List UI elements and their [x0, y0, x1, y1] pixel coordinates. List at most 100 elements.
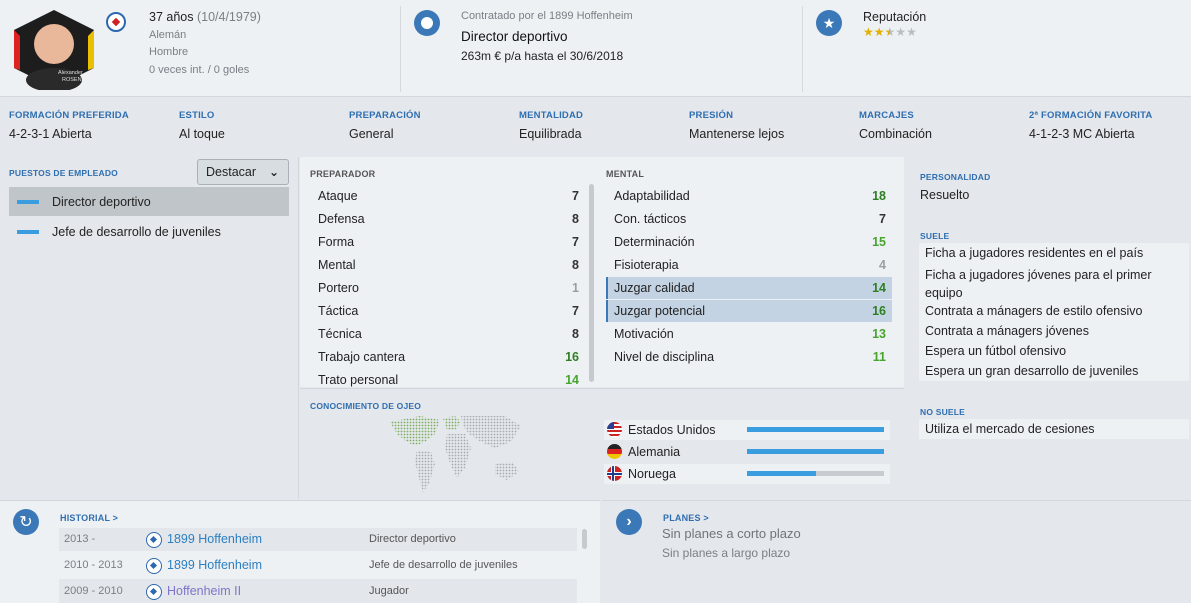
jobs-label: PUESTOS DE EMPLEADO	[9, 168, 118, 178]
attr-row: Táctica 7	[318, 303, 579, 318]
knowledge-bar-track	[747, 471, 884, 476]
country-name: Alemania	[628, 445, 681, 459]
attributes-panel	[300, 157, 904, 387]
attr-row: Ataque 7	[318, 188, 579, 203]
knowledge-bar-track	[747, 427, 884, 432]
hired-by[interactable]: Contratado por el 1899 Hoffenheim	[461, 10, 633, 22]
attr-row: Trabajo cantera 16	[318, 349, 579, 364]
pref-pressing: PRESIÓN Mantenerse lejos	[689, 110, 785, 141]
history-icon[interactable]: ↻	[13, 509, 39, 535]
job-item[interactable]: Director deportivo	[9, 187, 289, 216]
history-scrollbar[interactable]	[582, 529, 587, 549]
personality-value: Resuelto	[920, 188, 970, 202]
de-flag-icon	[607, 444, 622, 459]
tend-item: Ficha a jugadores jóvenes para el primer…	[919, 263, 1189, 301]
club-badge-icon[interactable]	[106, 12, 126, 32]
tend-item: Ficha a jugadores residentes en el país	[919, 243, 1189, 263]
reputation: Reputación ★★★★★	[863, 10, 926, 39]
history-years: 2013 -	[64, 533, 96, 545]
attr-row: Determinación 15	[614, 234, 886, 249]
star-full-icon: ★	[873, 25, 885, 39]
attr-row: Portero 1	[318, 280, 579, 295]
tends-label: SUELE	[920, 231, 950, 241]
history-club-link[interactable]: Hoffenheim II	[167, 584, 242, 598]
history-row[interactable]	[59, 579, 577, 603]
header-panel	[0, 0, 1191, 96]
knowledge-bar-fill	[747, 449, 884, 454]
personality-label: PERSONALIDAD	[920, 172, 991, 182]
attr-row-highlighted: Juzgar calidad 14	[606, 277, 892, 299]
country-name: Noruega	[628, 467, 676, 481]
avatar[interactable]: Alexander ROSEN	[10, 8, 98, 92]
history-row[interactable]	[59, 528, 577, 551]
history-club-link[interactable]: 1899 Hoffenheim	[167, 532, 262, 546]
attr-row-highlighted: Juzgar potencial 16	[606, 300, 892, 322]
not-tends-label: NO SUELE	[920, 407, 966, 417]
job-color-icon	[17, 230, 39, 234]
dropdown-label: Destacar	[206, 165, 257, 179]
club-badge-icon	[146, 558, 162, 574]
avatar-caption-first: Alexander	[58, 70, 83, 76]
pref-style: ESTILO Al toque	[179, 110, 225, 141]
attr-row: Trato personal 14	[318, 372, 579, 387]
tend-item: Contrata a mánagers de estilo ofensivo	[919, 301, 1189, 321]
nationality: Alemán	[149, 29, 187, 41]
tend-item: Espera un fútbol ofensivo	[919, 341, 1189, 361]
star-icon: ★	[816, 10, 842, 36]
plans-short: Sin planes a corto plazo	[662, 526, 801, 541]
star-empty-icon: ★	[895, 25, 907, 39]
birth-date: (10/4/1979)	[196, 10, 261, 24]
club-badge-icon	[146, 584, 162, 600]
knowledge-bar-track	[747, 449, 884, 454]
prefs-row	[0, 96, 1191, 156]
world-map-icon	[390, 416, 521, 492]
chevron-right-icon[interactable]: ›	[616, 509, 642, 535]
pref-training: PREPARACIÓN General	[349, 110, 421, 141]
history-years: 2009 - 2010	[64, 585, 123, 597]
coach-label: PREPARADOR	[310, 169, 376, 179]
divider	[802, 6, 803, 92]
attr-row: Nivel de disciplina 11	[614, 349, 886, 364]
mental-label: MENTAL	[606, 169, 645, 179]
coach-scrollbar[interactable]	[589, 184, 594, 382]
plans-link[interactable]: PLANES >	[663, 513, 709, 523]
knowledge-bar-fill	[747, 427, 884, 432]
star-half-icon: ★	[884, 25, 896, 39]
tend-item: Contrata a mánagers jóvenes	[919, 321, 1189, 341]
contract-salary: 263m € p/a hasta el 30/6/2018	[461, 49, 624, 63]
history-role: Jefe de desarrollo de juveniles	[369, 559, 518, 571]
profile-info: 37 años (10/4/1979) Alemán Hombre 0 vece…	[149, 10, 261, 76]
scouting-label: CONOCIMIENTO DE OJEO	[310, 401, 422, 411]
attr-row: Forma 7	[318, 234, 579, 249]
attr-row: Motivación 13	[614, 326, 886, 341]
tend-item: Espera un gran desarrollo de juveniles	[919, 361, 1189, 381]
divider	[400, 6, 401, 92]
job-color-icon	[17, 199, 39, 204]
no-flag-icon	[607, 466, 622, 481]
knowledge-bar-fill	[747, 471, 816, 476]
caps: 0 veces int. / 0 goles	[149, 64, 250, 76]
gender: Hombre	[149, 46, 189, 58]
pref-mentality: MENTALIDAD Equilibrada	[519, 110, 584, 141]
attr-row: Fisioterapia 4	[614, 257, 886, 272]
plans-panel	[602, 500, 1191, 603]
contract-info: Contratado por el 1899 Hoffenheim Direct…	[461, 10, 633, 63]
highlight-dropdown[interactable]: Destacar ⌄	[197, 159, 289, 185]
history-link[interactable]: HISTORIAL >	[60, 513, 119, 523]
pref-marking: MARCAJES Combinación	[859, 110, 932, 141]
job-item[interactable]: Jefe de desarrollo de juveniles	[9, 218, 289, 246]
history-club-link[interactable]: 1899 Hoffenheim	[167, 558, 262, 572]
us-flag-icon	[607, 422, 622, 437]
attr-row: Defensa 8	[318, 211, 579, 226]
age: 37 años	[149, 10, 194, 24]
history-role: Jugador	[369, 585, 409, 597]
chevron-down-icon: ⌄	[268, 165, 279, 179]
avatar-caption-last: ROSEN	[62, 77, 82, 83]
contract-club-icon[interactable]	[414, 10, 440, 36]
star-empty-icon: ★	[906, 25, 917, 39]
reputation-stars: ★★★★★	[863, 25, 926, 39]
star-full-icon: ★	[863, 25, 874, 39]
attr-row: Mental 8	[318, 257, 579, 272]
attr-row: Con. tácticos 7	[614, 211, 886, 226]
attr-row: Adaptabilidad 18	[614, 188, 886, 203]
